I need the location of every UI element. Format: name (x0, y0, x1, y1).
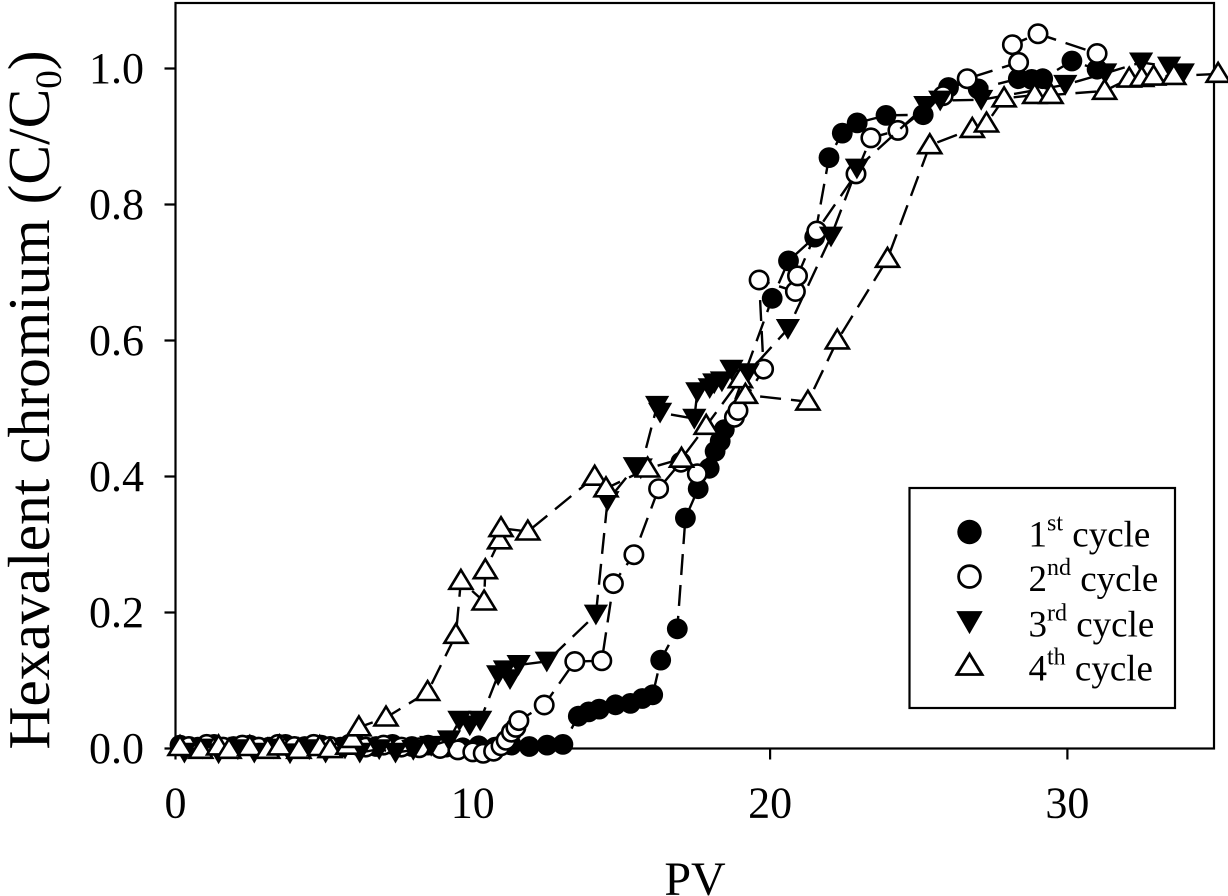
svg-text:1st cycle: 1st cycle (1029, 511, 1151, 556)
svg-text:0.8: 0.8 (89, 180, 144, 229)
svg-text:2nd cycle: 2nd cycle (1029, 555, 1159, 600)
svg-text:0.0: 0.0 (89, 724, 144, 773)
svg-text:3rd cycle: 3rd cycle (1029, 601, 1155, 646)
svg-text:0: 0 (165, 779, 187, 828)
svg-text:PV: PV (664, 853, 726, 896)
svg-text:20: 20 (748, 779, 792, 828)
svg-text:30: 30 (1045, 779, 1089, 828)
svg-text:Hexavalent chromium (C/C0): Hexavalent chromium (C/C0) (0, 50, 70, 749)
svg-text:0.2: 0.2 (89, 588, 144, 637)
svg-text:0.4: 0.4 (89, 452, 144, 501)
svg-text:10: 10 (451, 779, 495, 828)
svg-text:1.0: 1.0 (89, 44, 144, 93)
svg-text:0.6: 0.6 (89, 316, 144, 365)
